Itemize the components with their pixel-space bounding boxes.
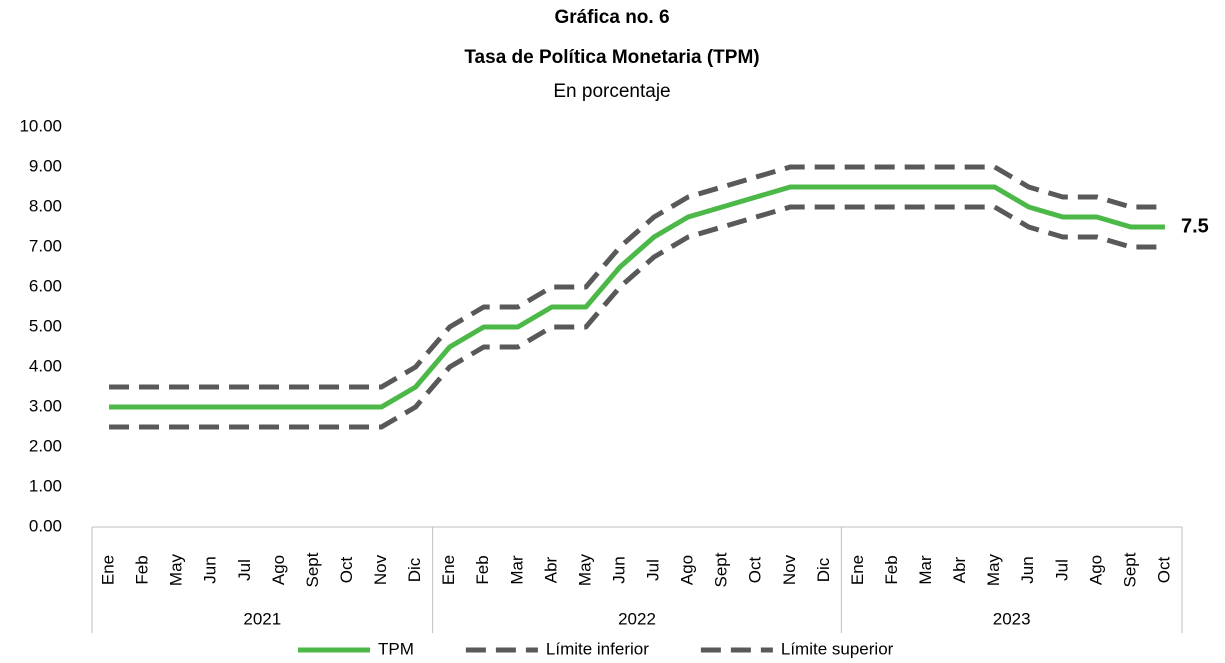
x-tick-label: Jul <box>235 559 254 581</box>
x-tick-label: May <box>167 553 186 586</box>
x-tick-label: Ago <box>678 555 697 585</box>
x-tick-label: Abr <box>541 556 560 583</box>
x-tick-label: Sept <box>1120 552 1139 587</box>
line-series <box>109 204 1165 430</box>
x-tick-label: Sept <box>712 552 731 587</box>
x-tick-label: Abr <box>950 556 969 583</box>
group-label: 2022 <box>618 609 656 628</box>
x-tick-label: Feb <box>473 555 492 584</box>
y-tick-label: 3.00 <box>29 396 62 415</box>
end-label: 7.5 <box>1181 215 1209 237</box>
legend-label: Límite inferior <box>546 639 649 658</box>
x-tick-label: Jun <box>201 556 220 583</box>
x-tick-label: Mar <box>916 555 935 585</box>
y-tick-label: 4.00 <box>29 356 62 375</box>
x-tick-label: Feb <box>882 555 901 584</box>
x-tick-label: Oct <box>746 557 765 584</box>
chart-title: Gráfica no. 6 <box>554 7 669 28</box>
x-tick-label: Ene <box>848 555 867 585</box>
legend-label: TPM <box>378 639 414 658</box>
y-tick-label: 2.00 <box>29 436 62 455</box>
x-tick-label: Ago <box>269 555 288 585</box>
y-tick-label: 8.00 <box>29 196 62 215</box>
x-tick-label: Ene <box>439 555 458 585</box>
y-tick-label: 0.00 <box>29 516 62 535</box>
line-series <box>109 184 1165 410</box>
y-tick-label: 5.00 <box>29 316 62 335</box>
x-tick-label: Nov <box>780 554 799 585</box>
y-axis-label: En porcentaje <box>553 81 670 102</box>
x-tick-label: Ago <box>1086 555 1105 585</box>
x-tick-label: May <box>984 553 1003 586</box>
x-tick-label: Dic <box>814 557 833 582</box>
group-label: 2021 <box>243 609 281 628</box>
x-tick-label: Jul <box>644 559 663 581</box>
x-tick-label: Jul <box>1052 559 1071 581</box>
x-tick-label: Nov <box>371 554 390 585</box>
x-tick-label: Jun <box>1018 556 1037 583</box>
y-tick-label: 7.00 <box>29 236 62 255</box>
legend-label: Límite superior <box>781 639 894 658</box>
x-tick-label: Oct <box>337 557 356 584</box>
chart-subtitle: Tasa de Política Monetaria (TPM) <box>464 47 759 68</box>
x-tick-label: Jun <box>609 556 628 583</box>
x-tick-label: Dic <box>405 557 424 582</box>
y-tick-label: 10.00 <box>19 116 62 135</box>
y-tick-label: 9.00 <box>29 156 62 175</box>
line-series <box>109 164 1165 390</box>
y-tick-label: 6.00 <box>29 276 62 295</box>
x-tick-label: Oct <box>1154 557 1173 584</box>
x-tick-label: Feb <box>133 555 152 584</box>
x-tick-label: Sept <box>303 552 322 587</box>
x-tick-label: May <box>575 553 594 586</box>
group-label: 2023 <box>993 609 1031 628</box>
x-tick-label: Mar <box>507 555 526 585</box>
x-tick-label: Ene <box>99 555 118 585</box>
y-tick-label: 1.00 <box>29 476 62 495</box>
